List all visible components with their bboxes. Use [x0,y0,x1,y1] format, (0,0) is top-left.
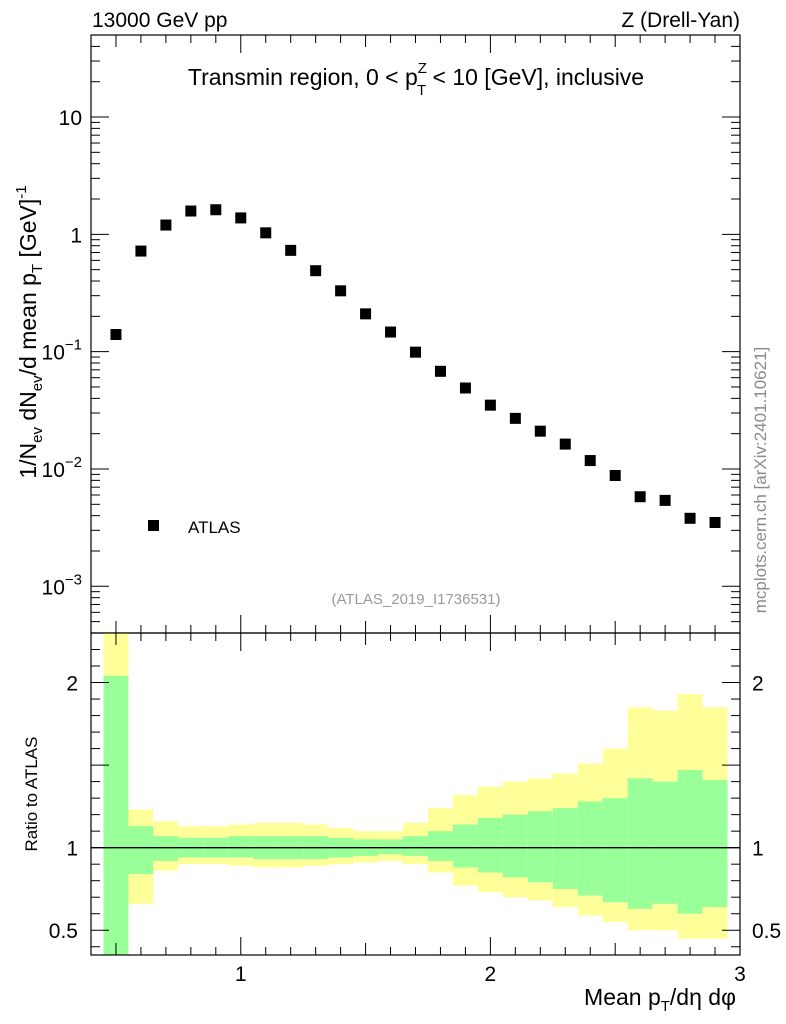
inner-band-bin [103,675,129,955]
ylabel-s3: T [29,264,46,273]
inner-band-bin [427,831,453,861]
main-title-part-a: Transmin region, 0 < p [188,64,418,90]
inner-band-bin [403,836,428,856]
y-tick-exp: −3 [65,571,82,588]
inner-band-bin [652,781,678,904]
main-title: Transmin region, 0 < pZ T < 10 [GeV], inc… [188,60,644,99]
atlas-data-point [285,244,297,256]
ylabel-p3: /d mean p [15,273,41,375]
atlas-data-point [509,412,521,424]
side-label: mcplots.cern.ch [arXiv:2401.10621] [751,347,770,613]
inner-band-bin [228,836,254,858]
atlas-data-point [634,491,646,503]
atlas-data-point [310,265,322,277]
atlas-data-point [260,227,272,239]
inner-band-bin [153,836,179,861]
atlas-data-point [360,308,372,320]
main-ylabel: 1/Nev dNev/d mean pT [GeV]-1 [13,185,46,478]
atlas-data-point [335,285,347,297]
legend-label-atlas: ATLAS [188,518,241,537]
header-left-label: 13000 GeV pp [92,9,227,32]
atlas-data-point [559,438,571,450]
atlas-data-point [434,365,446,377]
y-tick-base: 10 [42,459,65,482]
inner-band-bin [577,801,603,896]
legend-marker-atlas [148,520,159,531]
atlas-data-point [235,212,247,224]
x-tick-label: 2 [485,963,497,986]
ratio-y-tick-label: 0.5 [49,920,78,943]
y-tick-base: 10 [59,107,82,130]
ratio-y-tick-label: 2 [66,673,78,696]
xlabel-part-b: /dη dφ [670,984,736,1010]
xlabel-sub: T [661,998,670,1015]
main-title-sup: Z [418,60,427,77]
inner-band-bin [378,839,404,855]
inner-band-bin [702,779,728,908]
ratio-y-tick-label-right: 1 [752,838,764,861]
legend: ATLAS [148,518,241,537]
main-title-sub: T [417,82,426,99]
inner-band-bin [477,817,503,873]
inner-band-bin [502,814,528,878]
main-y-tick-label: 10−1 [42,337,82,365]
atlas-data-point [110,329,122,341]
ylabel-s4: -1 [13,185,30,198]
ratio-bands [103,633,728,955]
atlas-data-point [459,382,471,394]
ratio-panel: 1 2 3 2 2 1 1 0.5 0.5 [49,632,781,986]
y-tick-base: 1 [70,224,82,247]
atlas-data-point [584,455,596,467]
ratio-y-tick-label: 1 [66,838,78,861]
ylabel-s1: ev [29,427,46,443]
ylabel-s2: ev [29,375,46,391]
x-axis-label: Mean pT/dη dφ [584,984,736,1015]
atlas-data-point [659,494,671,506]
reference-label: (ATLAS_2019_I1736531) [331,591,500,608]
main-y-tick-label: 1 [70,224,82,247]
header-right-label: Z (Drell-Yan) [621,9,740,32]
y-tick-base: 10 [42,576,65,599]
inner-band-bin [602,798,628,903]
inner-band-bin [677,770,703,914]
atlas-data-point [135,245,147,257]
x-tick-label: 3 [734,963,746,986]
atlas-data-point [210,204,222,216]
atlas-data-point [609,469,621,481]
atlas-data-point [709,516,721,528]
x-tick-label: 1 [235,963,247,986]
atlas-data-point [684,512,696,524]
xlabel-part-a: Mean p [584,984,661,1010]
main-frame [90,34,741,634]
atlas-data-point [160,219,172,231]
atlas-data-point [534,425,546,437]
inner-band-bin [552,808,578,889]
atlas-data-point [185,205,197,217]
inner-band-bin [627,778,653,909]
atlas-data-point [484,399,496,411]
ylabel-p2: dN [15,391,41,427]
y-tick-exp: −2 [65,454,82,471]
main-title-part-b: < 10 [GeV], inclusive [426,64,644,90]
atlas-series [110,204,721,528]
ylabel-p4: [GeV] [15,199,41,264]
atlas-data-point [410,346,421,358]
inner-band-bin [527,811,553,883]
main-y-tick-label: 10−2 [42,454,82,482]
main-y-tick-label: 10−3 [42,571,82,599]
main-y-tick-label: 10 [59,107,82,130]
ratio-ylabel: Ratio to ATLAS [22,737,41,852]
atlas-data-point [385,326,397,338]
ylabel-p1: 1/N [15,443,41,479]
inner-band-bin [452,824,478,868]
y-tick-base: 10 [42,342,65,365]
inner-band-bin [128,826,154,875]
ratio-y-tick-label-right: 2 [752,673,764,696]
ratio-y-tick-label-right: 0.5 [752,920,781,943]
y-tick-exp: −1 [65,337,82,354]
